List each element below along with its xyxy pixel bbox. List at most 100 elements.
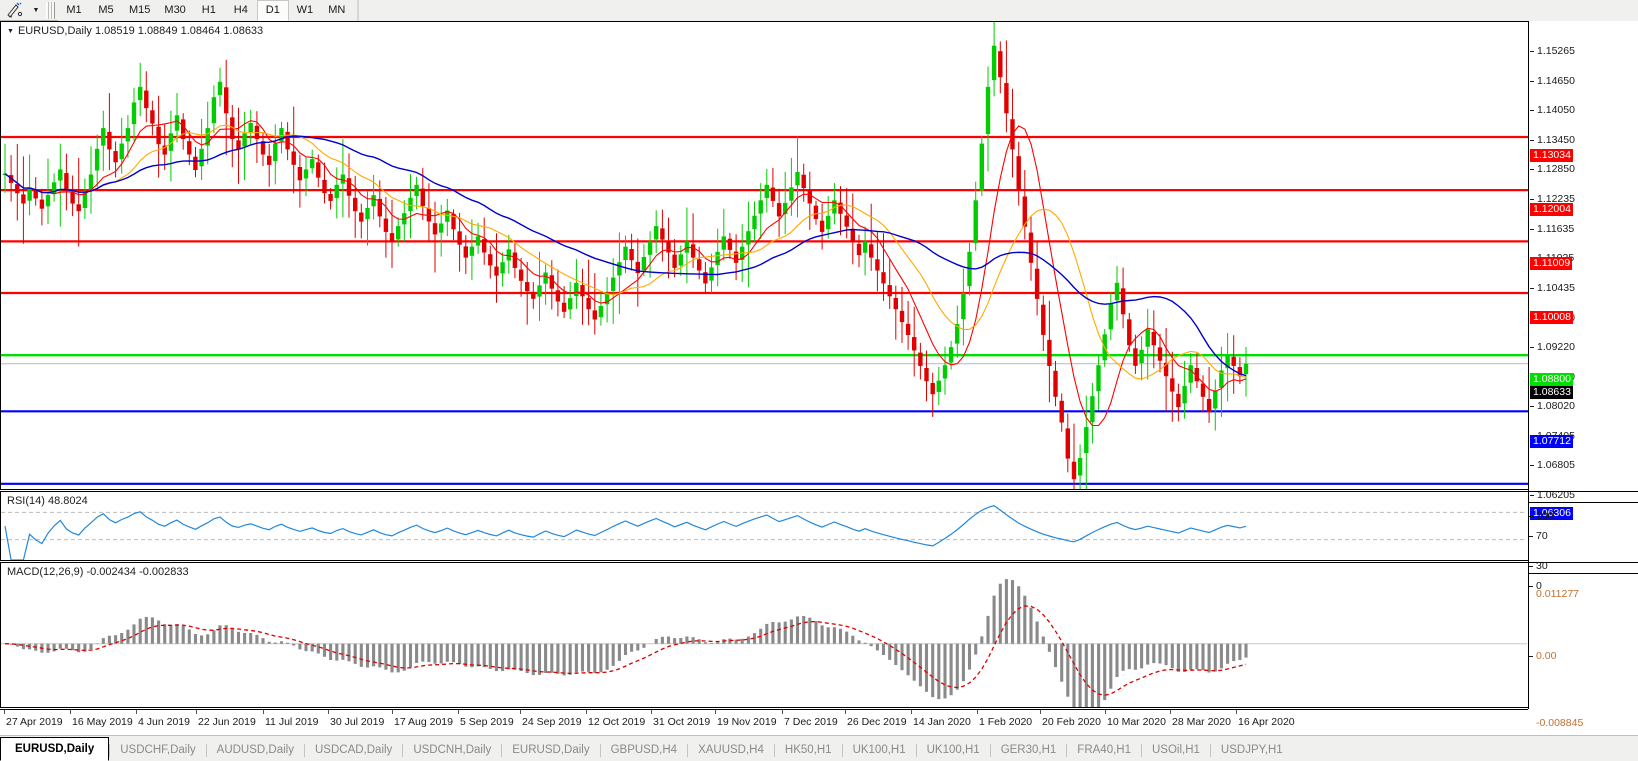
date-axis-label: 27 Apr 2019 (6, 716, 63, 728)
timeframe-mn[interactable]: MN (320, 0, 353, 21)
price-level-badge[interactable]: 1.13034 (1530, 149, 1573, 162)
chevron-down-icon[interactable]: ▼ (32, 6, 40, 14)
date-axis-label: 28 Mar 2020 (1172, 716, 1231, 728)
macd-pane[interactable]: MACD(12,26,9) -0.002434 -0.002833 (0, 562, 1528, 708)
date-axis-tick (1105, 710, 1106, 714)
date-axis-label: 4 Jun 2019 (138, 716, 190, 728)
chart-tab-gbpusd-h4[interactable]: GBPUSD,H4 (610, 744, 678, 756)
chart-tab-audusd-daily[interactable]: AUDUSD,Daily (216, 744, 294, 756)
chart-tab-ger30-h1[interactable]: GER30,H1 (1000, 744, 1057, 756)
price-axis-tick-label: 1.12235 (1537, 193, 1575, 205)
date-axis-tick (977, 710, 978, 714)
price-level-badge[interactable]: 1.08800 (1530, 373, 1573, 386)
price-axis[interactable]: 1.15265 1.14650 1.14050 1.13450 1.12850 1.122… (1528, 21, 1638, 729)
price-axis-tick: 1.09220 (1530, 341, 1638, 353)
date-axis-tick (1236, 710, 1237, 714)
tick-mark (1530, 168, 1534, 170)
top-toolbar: ▼ M1 M5 M15 M30 H1 H4 D1 W1 MN (0, 0, 1638, 21)
price-level-badge[interactable]: 1.08633 (1530, 386, 1573, 399)
price-axis-tick: 1.12850 (1530, 163, 1638, 175)
tick-mark (1530, 287, 1534, 289)
chart-tab-usdcad-daily[interactable]: USDCAD,Daily (314, 744, 393, 756)
timeframe-w1[interactable]: W1 (288, 0, 321, 21)
price-axis-tick-label: 1.08020 (1537, 400, 1575, 412)
price-axis-tick: 1.06205 (1530, 489, 1638, 501)
price-level-badge[interactable]: 1.06306 (1530, 507, 1573, 520)
price-axis-tick: 1.15265 (1530, 45, 1638, 57)
date-axis-label: 1 Feb 2020 (979, 716, 1033, 728)
date-axis-tick (196, 710, 197, 714)
tab-separator (109, 744, 111, 757)
tab-separator (687, 744, 689, 757)
tick-mark (1529, 536, 1533, 537)
date-axis-tick (136, 710, 137, 714)
tab-separator (989, 744, 991, 757)
date-axis-tick (586, 710, 587, 714)
date-axis-label: 16 Apr 2020 (1238, 716, 1295, 728)
date-axis-tick (782, 710, 783, 714)
chart-tab-usdcnh-daily[interactable]: USDCNH,Daily (413, 744, 492, 756)
price-axis-tick: 1.13450 (1530, 134, 1638, 146)
chart-tab-eurusd-daily[interactable]: EURUSD,Daily (512, 744, 590, 756)
price-axis-tick-label: 1.10435 (1537, 282, 1575, 294)
rsi-pane-label: RSI(14) 48.8024 (7, 495, 88, 507)
timeframe-m1[interactable]: M1 (58, 0, 90, 21)
tab-separator (402, 744, 404, 757)
tick-mark (1530, 228, 1534, 230)
tick-mark (1529, 516, 1533, 517)
price-level-badge[interactable]: 1.07712 (1530, 435, 1573, 448)
tab-separator (773, 744, 775, 757)
macd-axis-label: 0.00 (1536, 650, 1557, 662)
toolbar-grip[interactable] (46, 1, 55, 19)
date-axis-tick (651, 710, 652, 714)
timeframe-m5[interactable]: M5 (90, 0, 122, 21)
price-pane[interactable]: ▼ EURUSD,Daily 1.08519 1.08849 1.08464 1.… (0, 21, 1528, 490)
date-axis-label: 11 Jul 2019 (265, 716, 319, 728)
chart-tab-usdjpy-h1[interactable]: USDJPY,H1 (1220, 744, 1283, 756)
price-axis-tick-label: 1.12850 (1537, 163, 1575, 175)
price-axis-tick-label: 1.14650 (1537, 75, 1575, 87)
date-axis-tick (1170, 710, 1171, 714)
chart-area[interactable]: ▼ EURUSD,Daily 1.08519 1.08849 1.08464 1.… (0, 21, 1638, 735)
date-axis-label: 30 Jul 2019 (330, 716, 385, 728)
timeframe-h4[interactable]: H4 (224, 0, 257, 21)
chart-tab-uk100-h1[interactable]: UK100,H1 (926, 744, 980, 756)
toolbar-end-grip[interactable] (352, 0, 363, 21)
price-level-badge[interactable]: 1.12004 (1530, 203, 1573, 216)
chart-tab-uk100-h1[interactable]: UK100,H1 (852, 744, 906, 756)
chart-tab-xauusd-h4[interactable]: XAUUSD,H4 (698, 744, 764, 756)
timeframe-h1[interactable]: H1 (192, 0, 225, 21)
date-axis-label: 7 Dec 2019 (784, 716, 838, 728)
macd-axis-label: -0.008845 (1536, 717, 1584, 729)
timeframe-d1[interactable]: D1 (256, 0, 289, 21)
date-axis-label: 12 Oct 2019 (588, 716, 646, 728)
rsi-axis-label: 70 (1536, 530, 1548, 542)
chart-tab-bar[interactable]: EURUSD,Daily USDCHF,Daily AUDUSD,Daily USDC… (0, 735, 1638, 761)
rsi-axis-label: 0 (1536, 580, 1542, 592)
timeframe-m30[interactable]: M30 (157, 0, 193, 21)
tick-mark (1530, 464, 1534, 466)
chart-tab-hk50-h1[interactable]: HK50,H1 (784, 744, 832, 756)
date-axis-tick (715, 710, 716, 714)
price-axis-tick-label: 1.06805 (1537, 459, 1575, 471)
price-axis-tick-label: 1.14050 (1537, 104, 1575, 116)
tab-separator (303, 744, 305, 757)
tab-separator (501, 744, 503, 757)
price-level-badge[interactable]: 1.10008 (1530, 311, 1573, 324)
tick-mark (1529, 656, 1533, 657)
date-axis-tick (911, 710, 912, 714)
date-axis[interactable]: 27 Apr 2019 16 May 2019 4 Jun 2019 22 Jun 2… (0, 709, 1528, 735)
crosshair-cursor-icon[interactable] (0, 0, 30, 20)
date-axis-label: 31 Oct 2019 (653, 716, 711, 728)
chevron-down-icon[interactable]: ▼ (7, 28, 14, 35)
chart-tab-usdchf-daily[interactable]: USDCHF,Daily (120, 744, 196, 756)
price-axis-tick-label: 1.06205 (1537, 489, 1575, 501)
chart-tab-usoil-h1[interactable]: USOil,H1 (1151, 744, 1200, 756)
price-level-badge[interactable]: 1.11009 (1530, 257, 1573, 270)
chart-tab-eurusd-daily[interactable]: EURUSD,Daily (0, 737, 110, 761)
date-axis-label: 26 Dec 2019 (847, 716, 907, 728)
date-axis-tick (520, 710, 521, 714)
timeframe-m15[interactable]: M15 (122, 0, 158, 21)
rsi-pane[interactable]: RSI(14) 48.8024 (0, 491, 1528, 561)
chart-tab-fra40-h1[interactable]: FRA40,H1 (1077, 744, 1131, 756)
